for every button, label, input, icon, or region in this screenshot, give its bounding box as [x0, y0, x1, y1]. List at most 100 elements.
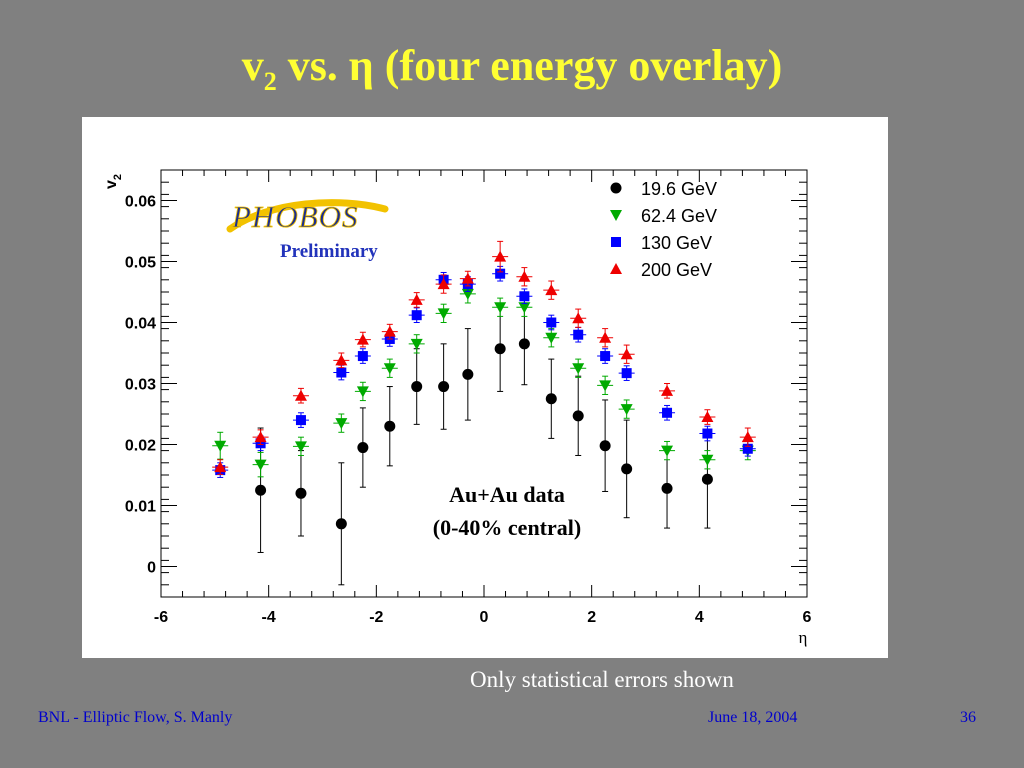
data-point — [254, 431, 267, 443]
series-62-4-gev — [212, 284, 756, 478]
data-point — [384, 420, 396, 432]
data-point — [335, 354, 348, 366]
x-tick-label: 6 — [803, 609, 812, 626]
data-point — [410, 293, 423, 305]
data-point — [295, 487, 307, 499]
data-point — [518, 270, 531, 282]
slide-title: v2 vs. η (four energy overlay) — [0, 40, 1024, 97]
legend-label: 200 GeV — [641, 260, 712, 280]
data-point — [621, 463, 633, 475]
data-point — [383, 325, 396, 337]
data-point — [357, 442, 369, 454]
data-point — [383, 363, 396, 375]
data-point — [294, 441, 307, 453]
y-tick-label: 0.06 — [125, 194, 156, 211]
data-point — [335, 418, 348, 430]
data-point — [335, 518, 347, 530]
data-point — [336, 367, 347, 378]
y-tick-label: 0.04 — [125, 316, 156, 333]
data-point — [295, 415, 306, 426]
series-200-gev — [212, 240, 756, 475]
footer-date: June 18, 2004 — [708, 709, 798, 726]
data-point — [620, 404, 633, 416]
title-rest: vs. η (four energy overlay) — [276, 41, 783, 90]
data-point — [572, 312, 585, 324]
legend-marker — [610, 263, 622, 274]
data-point — [661, 445, 674, 457]
y-axis-label: v2 — [103, 174, 124, 189]
legend-marker — [611, 237, 621, 247]
data-point — [495, 268, 506, 279]
legend-marker — [610, 210, 622, 221]
data-point — [438, 381, 450, 393]
x-tick-label: -2 — [369, 609, 383, 626]
data-point — [411, 381, 423, 393]
v2-eta-chart: -6 -4 -2 0 2 4 6 0 0.01 0.02 0.03 0.04 0.05 0.06 η v2 P… — [103, 169, 812, 647]
y-tick-label: 0.03 — [125, 377, 156, 394]
data-point — [410, 338, 423, 350]
data-point — [572, 363, 585, 375]
x-tick-label: 2 — [587, 609, 596, 626]
x-tick-label: -4 — [262, 609, 276, 626]
phobos-logo: PHOBOS — [226, 199, 389, 234]
data-point — [214, 461, 227, 473]
legend-label: 130 GeV — [641, 233, 712, 253]
data-point — [294, 389, 307, 401]
x-tick-label: -6 — [154, 609, 168, 626]
x-tick-label: 0 — [480, 609, 489, 626]
data-point — [600, 351, 611, 362]
title-subscript: 2 — [263, 66, 277, 96]
annotation-centrality: (0-40% central) — [433, 515, 581, 540]
data-point — [437, 278, 450, 290]
legend-label: 19.6 GeV — [641, 179, 717, 199]
data-point — [662, 407, 673, 418]
plot-panel: -6 -4 -2 0 2 4 6 0 0.01 0.02 0.03 0.04 0.05 0.06 η v2 P… — [82, 117, 888, 658]
data-point — [599, 331, 612, 343]
preliminary-label: Preliminary — [280, 241, 378, 262]
data-point — [545, 332, 558, 344]
data-point — [356, 333, 369, 345]
logo-text: PHOBOS — [231, 199, 359, 234]
data-point — [661, 482, 673, 494]
data-point — [572, 410, 584, 422]
footer-page-number: 36 — [960, 709, 976, 726]
data-point — [461, 272, 474, 284]
data-point — [437, 308, 450, 320]
series-19-6-gev — [255, 302, 713, 586]
x-tick-label: 4 — [695, 609, 704, 626]
data-point — [255, 484, 267, 496]
data-point — [545, 284, 558, 296]
y-tick-label: 0.01 — [125, 499, 156, 516]
data-point — [546, 317, 557, 328]
data-point — [701, 411, 714, 423]
data-point — [701, 454, 714, 466]
data-point — [462, 368, 474, 380]
data-point — [621, 368, 632, 379]
y-tick-label: 0 — [147, 560, 156, 577]
data-point — [494, 343, 506, 355]
data-point — [411, 310, 422, 321]
data-point — [494, 302, 507, 314]
data-point — [599, 440, 611, 452]
annotation-dataset: Au+Au data — [449, 482, 565, 507]
footer-credit: BNL - Elliptic Flow, S. Manly — [38, 709, 233, 726]
data-point — [661, 384, 674, 396]
data-point — [545, 393, 557, 405]
title-v: v — [241, 41, 264, 90]
series-130-gev — [212, 265, 756, 478]
legend-label: 62.4 GeV — [641, 206, 717, 226]
stat-errors-note: Only statistical errors shown — [470, 667, 734, 692]
data-point — [356, 386, 369, 398]
x-axis-label: η — [799, 628, 808, 647]
data-point — [701, 473, 713, 485]
legend-marker — [610, 182, 622, 194]
data-point — [518, 338, 530, 350]
data-point — [519, 291, 530, 302]
y-tick-label: 0.05 — [125, 255, 156, 272]
data-point — [620, 348, 633, 360]
data-point — [573, 329, 584, 340]
data-point — [357, 351, 368, 362]
data-point — [742, 443, 753, 454]
data-point — [741, 431, 754, 443]
data-point — [214, 440, 227, 452]
